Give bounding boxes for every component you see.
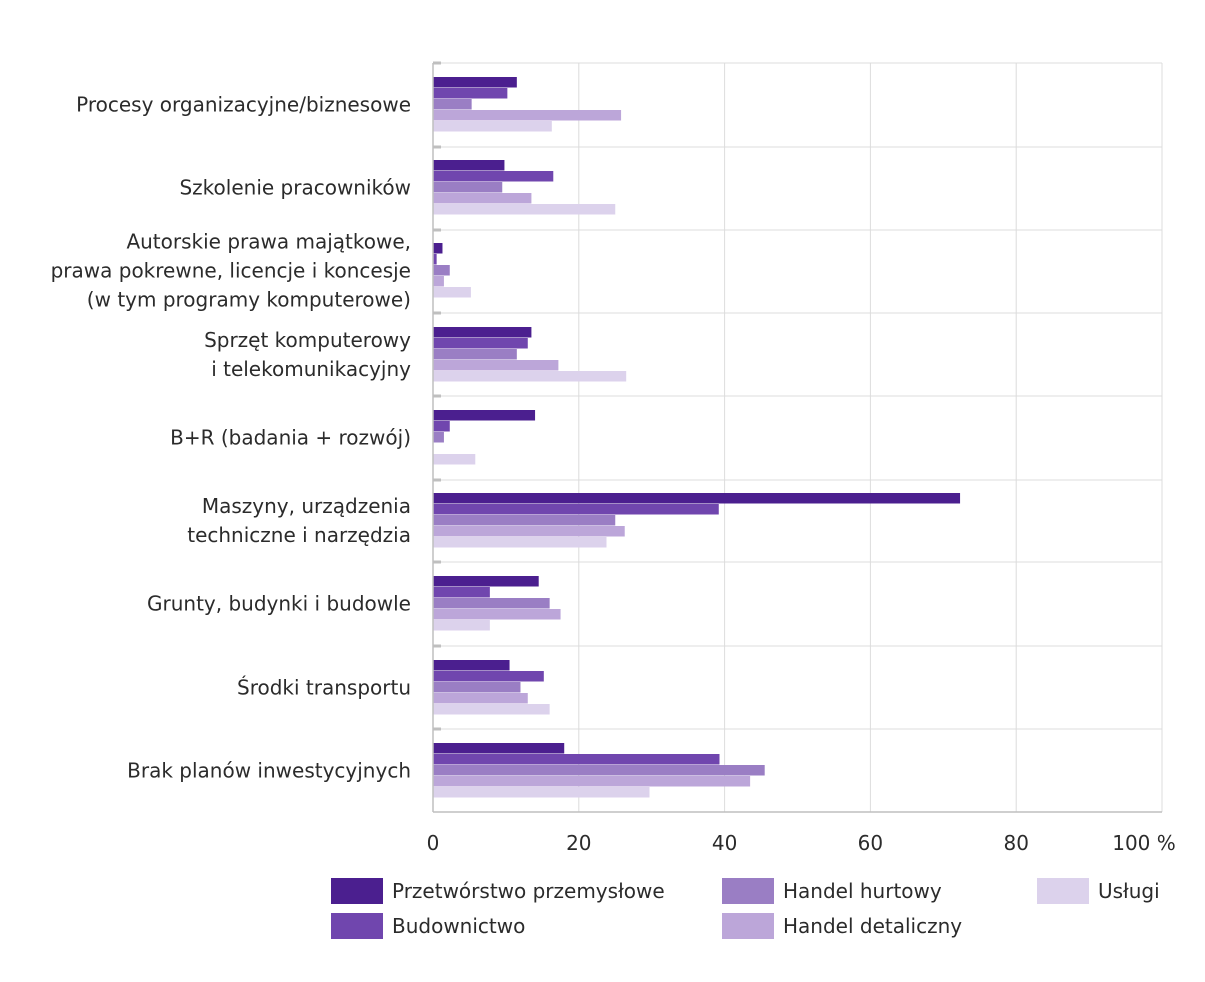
bar-uslugi-procesy-organizacyjne-biznesowe	[433, 121, 552, 132]
category-label-b-r-badania-rozwoj: B+R (badania + rozwój)	[170, 426, 411, 450]
bar-budownictwo-szkolenie-pracownikow	[433, 171, 554, 182]
bar-budownictwo-autorskie-prawa-majatkowe	[433, 254, 437, 265]
category-label-sprzet-komputerowy-line-1: Sprzęt komputerowy	[204, 328, 411, 352]
bar-przetworstwo-przemyslowe-procesy-organizacyjne-biznesowe	[433, 77, 517, 88]
bar-budownictwo-maszyny-urzadzenia	[433, 504, 719, 515]
legend-swatch-handel-hurtowy	[722, 878, 774, 904]
legend-label-handel-hurtowy: Handel hurtowy	[783, 879, 942, 903]
legend-label-przetworstwo-przemyslowe: Przetwórstwo przemysłowe	[392, 879, 665, 903]
category-label-grunty-budynki-i-budowle: Grunty, budynki i budowle	[147, 592, 411, 616]
bar-uslugi-szkolenie-pracownikow	[433, 204, 616, 215]
bar-przetworstwo-przemyslowe-szkolenie-pracownikow	[433, 160, 505, 171]
bar-przetworstwo-przemyslowe-grunty-budynki-i-budowle	[433, 576, 539, 587]
legend-label-handel-detaliczny: Handel detaliczny	[783, 914, 962, 938]
category-label-procesy-organizacyjne-biznesowe: Procesy organizacyjne/biznesowe	[76, 93, 411, 117]
category-label-autorskie-prawa-majatkowe-line-1: Autorskie prawa majątkowe,	[126, 230, 411, 254]
bar-przetworstwo-przemyslowe-maszyny-urzadzenia	[433, 493, 961, 504]
bar-handel-hurtowy-sprzet-komputerowy	[433, 349, 517, 360]
bar-handel-detaliczny-sprzet-komputerowy	[433, 360, 559, 371]
legend-swatch-uslugi	[1037, 878, 1089, 904]
x-tick-label-60: 60	[858, 831, 883, 855]
bar-uslugi-autorskie-prawa-majatkowe	[433, 287, 471, 298]
category-label-sprzet-komputerowy-line-2: i telekomunikacyjny	[211, 357, 411, 381]
bar-budownictwo-brak-planow-inwestycyjnych	[433, 754, 720, 765]
bar-uslugi-brak-planow-inwestycyjnych	[433, 787, 650, 798]
bar-uslugi-b-r-badania-rozwoj	[433, 454, 476, 465]
bar-handel-hurtowy-autorskie-prawa-majatkowe	[433, 265, 450, 276]
bar-budownictwo-sprzet-komputerowy	[433, 338, 528, 349]
bar-handel-detaliczny-grunty-budynki-i-budowle	[433, 609, 561, 620]
legend-label-budownictwo: Budownictwo	[392, 914, 525, 938]
bar-uslugi-maszyny-urzadzenia	[433, 537, 607, 548]
x-tick-label-20: 20	[566, 831, 591, 855]
legend-swatch-handel-detaliczny	[722, 913, 774, 939]
x-tick-label-0: 0	[427, 831, 440, 855]
bar-handel-detaliczny-procesy-organizacyjne-biznesowe	[433, 110, 622, 121]
bar-handel-hurtowy-b-r-badania-rozwoj	[433, 432, 444, 443]
bar-przetworstwo-przemyslowe-autorskie-prawa-majatkowe	[433, 243, 443, 254]
bar-handel-detaliczny-maszyny-urzadzenia	[433, 526, 625, 537]
bar-handel-hurtowy-maszyny-urzadzenia	[433, 515, 616, 526]
category-label-maszyny-urzadzenia-line-2: techniczne i narzędzia	[187, 523, 411, 547]
bar-budownictwo-b-r-badania-rozwoj	[433, 421, 450, 432]
bar-handel-hurtowy-brak-planow-inwestycyjnych	[433, 765, 765, 776]
bar-handel-hurtowy-szkolenie-pracownikow	[433, 182, 503, 193]
bar-budownictwo-grunty-budynki-i-budowle	[433, 587, 490, 598]
bar-budownictwo-srodki-transportu	[433, 671, 544, 682]
bar-uslugi-sprzet-komputerowy	[433, 371, 627, 382]
bar-przetworstwo-przemyslowe-srodki-transportu	[433, 660, 510, 671]
bar-handel-detaliczny-szkolenie-pracownikow	[433, 193, 532, 204]
bars	[433, 77, 961, 798]
bar-handel-hurtowy-srodki-transportu	[433, 682, 521, 693]
grid-lines	[433, 61, 1163, 812]
category-label-autorskie-prawa-majatkowe-line-2: prawa pokrewne, licencje i koncesje	[51, 259, 411, 283]
bar-handel-detaliczny-autorskie-prawa-majatkowe	[433, 276, 444, 287]
bar-handel-hurtowy-procesy-organizacyjne-biznesowe	[433, 99, 472, 110]
bar-przetworstwo-przemyslowe-brak-planow-inwestycyjnych	[433, 743, 565, 754]
bar-przetworstwo-przemyslowe-sprzet-komputerowy	[433, 327, 532, 338]
x-tick-label-100: 100 %	[1112, 831, 1176, 855]
bar-handel-hurtowy-grunty-budynki-i-budowle	[433, 598, 550, 609]
bar-uslugi-srodki-transportu	[433, 704, 550, 715]
category-label-maszyny-urzadzenia-line-1: Maszyny, urządzenia	[202, 494, 411, 518]
bar-handel-detaliczny-srodki-transportu	[433, 693, 528, 704]
category-label-autorskie-prawa-majatkowe-line-3: (w tym programy komputerowe)	[87, 288, 411, 312]
x-tick-label-80: 80	[1003, 831, 1028, 855]
category-label-brak-planow-inwestycyjnych: Brak planów inwestycyjnych	[127, 759, 411, 783]
bar-przetworstwo-przemyslowe-b-r-badania-rozwoj	[433, 410, 536, 421]
axes: 0 20 40 60 80 100 %	[427, 63, 1176, 855]
bar-handel-detaliczny-brak-planow-inwestycyjnych	[433, 776, 751, 787]
x-tick-label-40: 40	[712, 831, 737, 855]
legend-swatch-przetworstwo-przemyslowe	[331, 878, 383, 904]
category-labels: Procesy organizacyjne/biznesowe Szkolenie…	[51, 93, 412, 783]
legend: Przetwórstwo przemysłowe Budownictwo Hande…	[331, 878, 1160, 939]
category-label-szkolenie-pracownikow: Szkolenie pracowników	[179, 176, 411, 200]
bar-budownictwo-procesy-organizacyjne-biznesowe	[433, 88, 508, 99]
bar-uslugi-grunty-budynki-i-budowle	[433, 620, 490, 631]
category-label-srodki-transportu: Środki transportu	[237, 676, 411, 700]
legend-swatch-budownictwo	[331, 913, 383, 939]
legend-label-uslugi: Usługi	[1098, 879, 1160, 903]
